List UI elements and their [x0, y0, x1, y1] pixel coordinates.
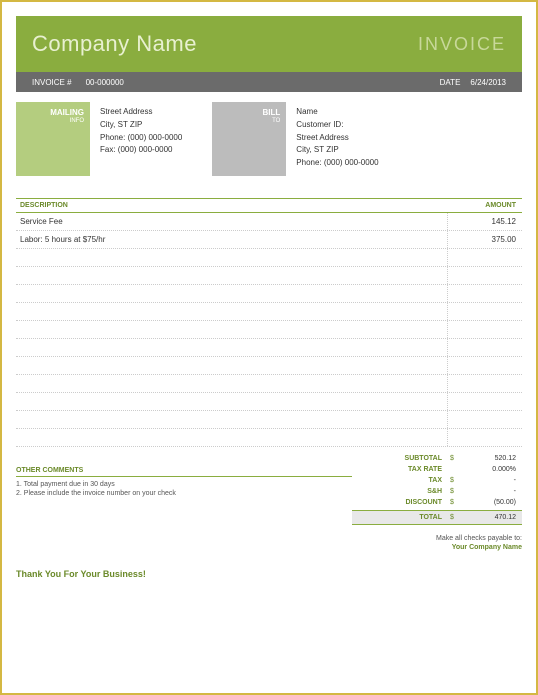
row-description — [16, 285, 448, 302]
table-row — [16, 339, 522, 357]
totals-table: SUBTOTAL $ 520.12 TAX RATE 0.000% TAX $ … — [352, 453, 522, 551]
discount-row: DISCOUNT $ (50.00) — [352, 497, 522, 508]
table-row — [16, 321, 522, 339]
col-description: DESCRIPTION — [16, 202, 448, 209]
mailing-sub: INFO — [22, 118, 84, 124]
mailing-block: MAILING INFO Street Address City, ST ZIP… — [16, 102, 192, 176]
table-row: Labor: 5 hours at $75/hr375.00 — [16, 231, 522, 249]
address-row: MAILING INFO Street Address City, ST ZIP… — [16, 102, 522, 176]
date-value: 6/24/2013 — [470, 78, 506, 87]
invoice-no: 00-000000 — [86, 78, 124, 87]
mailing-fax: Fax: (000) 000-0000 — [100, 144, 182, 157]
payable-block: Make all checks payable to: Your Company… — [352, 535, 522, 551]
table-row: Service Fee145.12 — [16, 213, 522, 231]
bill-city: City, ST ZIP — [296, 144, 378, 157]
bill-block: BILL TO Name Customer ID: Street Address… — [212, 102, 388, 176]
comment-1: 1. Total payment due in 30 days — [16, 481, 352, 488]
bill-street: Street Address — [296, 132, 378, 145]
row-amount: 145.12 — [448, 217, 522, 226]
currency: $ — [450, 488, 462, 495]
row-description — [16, 339, 448, 356]
row-description — [16, 321, 448, 338]
row-description — [16, 357, 448, 374]
tax-value: - — [462, 477, 516, 484]
currency: $ — [450, 499, 462, 506]
header-bar: Company Name INVOICE — [16, 16, 522, 72]
ssh-label: S&H — [358, 488, 450, 495]
totals-section: OTHER COMMENTS 1. Total payment due in 3… — [16, 453, 522, 551]
currency: $ — [450, 477, 462, 484]
company-name: Company Name — [32, 31, 197, 57]
thank-you: Thank You For Your Business! — [16, 569, 522, 579]
mailing-label: MAILING — [50, 108, 84, 117]
row-description — [16, 303, 448, 320]
bill-phone: Phone: (000) 000-0000 — [296, 157, 378, 170]
payable-to: Your Company Name — [352, 544, 522, 551]
table-row — [16, 249, 522, 267]
subtotal-label: SUBTOTAL — [358, 455, 450, 462]
bill-box: BILL TO — [212, 102, 286, 176]
total-row: TOTAL $ 470.12 — [352, 510, 522, 525]
row-description: Service Fee — [16, 213, 448, 230]
bill-customer: Customer ID: — [296, 119, 378, 132]
table-row — [16, 285, 522, 303]
discount-label: DISCOUNT — [358, 499, 450, 506]
total-value: 470.12 — [462, 514, 516, 521]
tax-row: TAX $ - — [352, 475, 522, 486]
table-row — [16, 429, 522, 447]
col-amount: AMOUNT — [448, 202, 522, 209]
total-label: TOTAL — [358, 514, 450, 521]
invoice-page: Company Name INVOICE INVOICE # 00-000000… — [0, 0, 538, 695]
discount-value: (50.00) — [462, 499, 516, 506]
comments-header: OTHER COMMENTS — [16, 467, 352, 477]
ssh-value: - — [462, 488, 516, 495]
row-description — [16, 411, 448, 428]
mailing-phone: Phone: (000) 000-0000 — [100, 132, 182, 145]
payable-text: Make all checks payable to: — [352, 535, 522, 542]
bill-name: Name — [296, 106, 378, 119]
mailing-info: Street Address City, ST ZIP Phone: (000)… — [90, 102, 192, 176]
table-row — [16, 393, 522, 411]
comment-2: 2. Please include the invoice number on … — [16, 490, 352, 497]
table-header: DESCRIPTION AMOUNT — [16, 198, 522, 213]
mailing-city: City, ST ZIP — [100, 119, 182, 132]
table-row — [16, 375, 522, 393]
mailing-street: Street Address — [100, 106, 182, 119]
invoice-no-label: INVOICE # — [32, 78, 72, 87]
taxrate-label: TAX RATE — [358, 466, 450, 473]
row-description — [16, 393, 448, 410]
row-amount: 375.00 — [448, 235, 522, 244]
row-description — [16, 429, 448, 446]
row-description — [16, 267, 448, 284]
table-row — [16, 357, 522, 375]
bill-label: BILL — [263, 108, 281, 117]
line-items-body: Service Fee145.12Labor: 5 hours at $75/h… — [16, 213, 522, 447]
row-description — [16, 249, 448, 266]
mailing-box: MAILING INFO — [16, 102, 90, 176]
table-row — [16, 303, 522, 321]
row-description — [16, 375, 448, 392]
invoice-title: INVOICE — [418, 34, 506, 55]
currency: $ — [450, 514, 462, 521]
line-items-table: DESCRIPTION AMOUNT Service Fee145.12Labo… — [16, 198, 522, 447]
currency: $ — [450, 455, 462, 462]
subtotal-value: 520.12 — [462, 455, 516, 462]
table-row — [16, 411, 522, 429]
bill-info: Name Customer ID: Street Address City, S… — [286, 102, 388, 176]
meta-bar: INVOICE # 00-000000 DATE 6/24/2013 — [16, 72, 522, 92]
bill-sub: TO — [218, 118, 280, 124]
taxrate-row: TAX RATE 0.000% — [352, 464, 522, 475]
date-label: DATE — [440, 78, 461, 87]
ssh-row: S&H $ - — [352, 486, 522, 497]
tax-label: TAX — [358, 477, 450, 484]
taxrate-value: 0.000% — [462, 466, 516, 473]
subtotal-row: SUBTOTAL $ 520.12 — [352, 453, 522, 464]
table-row — [16, 267, 522, 285]
row-description: Labor: 5 hours at $75/hr — [16, 231, 448, 248]
comments-block: OTHER COMMENTS 1. Total payment due in 3… — [16, 453, 352, 551]
